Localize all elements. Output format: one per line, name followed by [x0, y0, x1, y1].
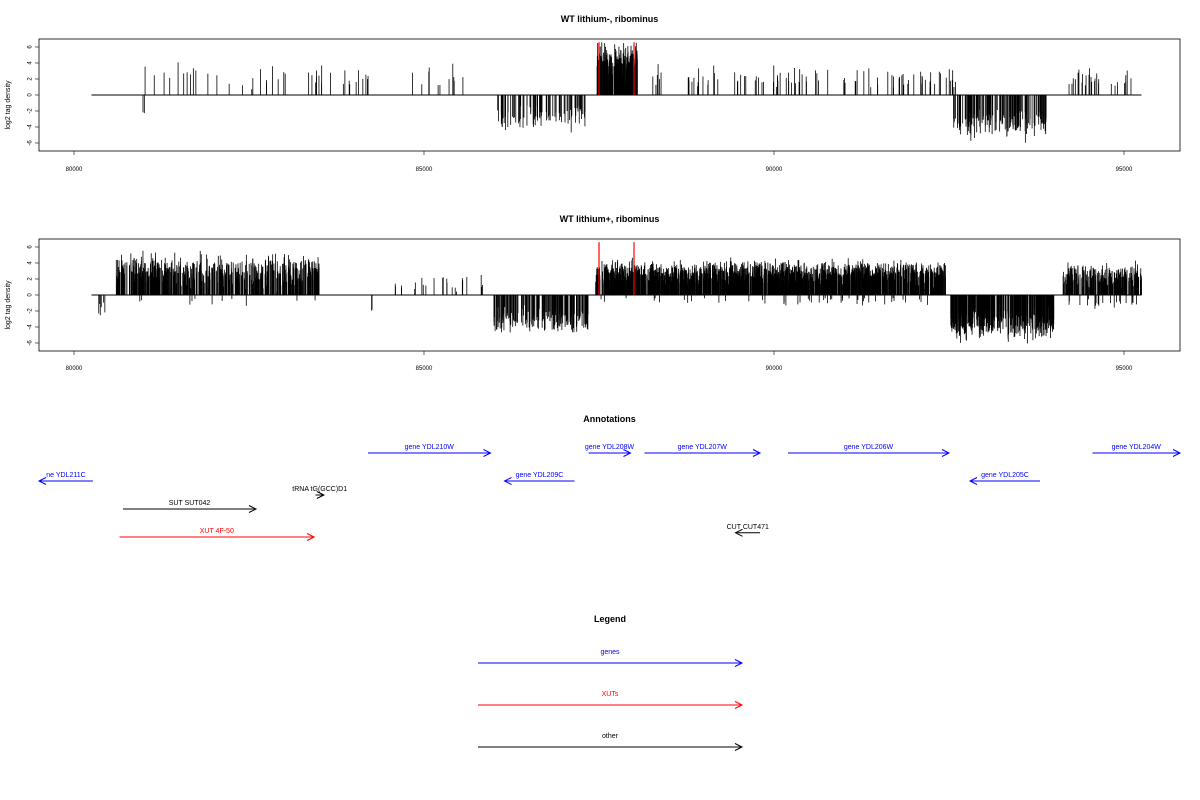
y-tick-label: 0 [28, 93, 34, 97]
feature-arrow [1092, 449, 1182, 457]
feature-label: gene YDL209C [516, 472, 564, 479]
x-tick-label: 95000 [1116, 167, 1133, 173]
feature-label: XUT 4F-50 [200, 528, 234, 535]
feature-arrow [588, 449, 632, 457]
feature-arrow [734, 528, 760, 537]
x-tick-label: 85000 [416, 167, 433, 173]
feature-arrow [788, 449, 951, 457]
feature-arrow [123, 505, 258, 513]
x-tick-label: 90000 [766, 167, 783, 173]
y-tick-label: 2 [28, 77, 34, 81]
feature-arrow [644, 449, 762, 457]
x-tick-label: 90000 [766, 366, 783, 372]
y-axis-label: log2 tag density [5, 280, 12, 330]
y-tick-label: -6 [28, 140, 34, 146]
feature-arrow [968, 477, 1040, 485]
x-tick-label: 95000 [1116, 366, 1133, 372]
x-tick-label: 80000 [66, 167, 83, 173]
feature-arrow [315, 491, 326, 499]
feature-label: gene YDL204W [1112, 444, 1162, 451]
legend-title: Legend [594, 614, 626, 624]
annotations-title: Annotations [583, 414, 636, 424]
legend-label: other [602, 733, 619, 740]
y-tick-label: 6 [28, 45, 34, 49]
panel-title: WT lithium+, ribominus [560, 214, 660, 224]
y-tick-label: 4 [28, 261, 34, 265]
legend-arrow [478, 659, 744, 667]
feature-arrow [368, 449, 492, 457]
legend-label: genes [600, 649, 620, 656]
x-tick-label: 80000 [66, 366, 83, 372]
feature-label: gene YDL207W [678, 444, 728, 451]
feature-label: SUT SUT042 [169, 500, 211, 507]
x-tick-label: 85000 [416, 366, 433, 372]
density-bars [142, 42, 1132, 143]
track-panel-1: WT lithium-, ribominus -6 -4 -2 0 2 4 6 log2 tag… [5, 14, 1181, 173]
feature-arrow [503, 477, 575, 485]
feature-label: ne YDL211C [46, 472, 85, 479]
y-tick-label: 0 [28, 293, 34, 297]
y-tick-label: -4 [28, 324, 34, 330]
feature-label: tRNA tG(GCC)D1 [292, 486, 347, 493]
feature-label: CUT CUT471 [727, 524, 769, 531]
feature-arrow [119, 533, 316, 541]
feature-arrow [37, 477, 93, 485]
feature-label: gene YDL208W [585, 444, 635, 451]
y-tick-label: -2 [28, 308, 34, 314]
legend-label: XUTs [602, 691, 619, 698]
track-panel-2: WT lithium+, ribominus -6 -4 -2 0 2 4 6 log2 tag… [5, 214, 1181, 372]
y-axis-label: log2 tag density [5, 80, 12, 130]
y-tick-label: 6 [28, 245, 34, 249]
legend-panel: Legend genes XUTs other [478, 614, 744, 751]
panel-title: WT lithium-, ribominus [561, 14, 659, 24]
legend-arrow [478, 701, 744, 709]
y-tick-label: 2 [28, 277, 34, 281]
feature-label: gene YDL205C [981, 472, 1029, 479]
y-tick-label: -4 [28, 124, 34, 130]
feature-label: gene YDL210W [405, 444, 455, 451]
feature-label: gene YDL206W [844, 444, 894, 451]
annotations-panel: Annotations ne YDL211C SUT SUT042 XUT 4F-50… [37, 414, 1182, 541]
density-bars [98, 250, 1142, 344]
y-tick-label: -2 [28, 108, 34, 114]
y-tick-label: -6 [28, 340, 34, 346]
legend-arrow [478, 743, 744, 751]
y-tick-label: 4 [28, 61, 34, 65]
